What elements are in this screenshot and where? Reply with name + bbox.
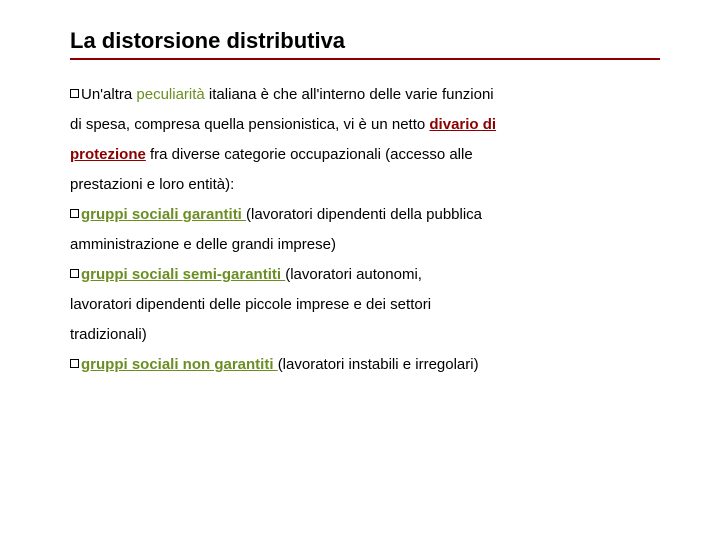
text-plain: amministrazione e delle grandi imprese) <box>70 236 336 253</box>
bullet-icon <box>70 209 79 218</box>
text-plain: Un'altra <box>81 86 136 103</box>
text-plain: tradizionali) <box>70 326 147 343</box>
text-plain: (lavoratori instabili e irregolari) <box>278 356 479 373</box>
text-red-underline: protezione <box>70 146 146 163</box>
slide-container: { "title": "La distorsione distributiva"… <box>0 0 720 540</box>
line-9: tradizionali) <box>70 320 660 350</box>
text-plain: fra diverse categorie occupazionali (acc… <box>146 146 473 163</box>
line-3: protezione fra diverse categorie occupaz… <box>70 140 660 170</box>
line-2: di spesa, compresa quella pensionistica,… <box>70 110 660 140</box>
line-1: Un'altra peculiarità italiana è che all'… <box>70 80 660 110</box>
line-10: gruppi sociali non garantiti (lavoratori… <box>70 350 660 380</box>
text-green-bold-underline: gruppi sociali non garantiti <box>81 356 278 373</box>
text-green: peculiarità <box>136 86 204 103</box>
text-plain: di spesa, compresa quella pensionistica,… <box>70 116 429 133</box>
bullet-icon <box>70 359 79 368</box>
text-green-bold-underline: gruppi sociali garantiti <box>81 206 246 223</box>
text-green-bold-underline: gruppi sociali semi-garantiti <box>81 266 285 283</box>
text-plain: (lavoratori dipendenti della pubblica <box>246 206 482 223</box>
line-8: lavoratori dipendenti delle piccole impr… <box>70 290 660 320</box>
line-4: prestazioni e loro entità): <box>70 170 660 200</box>
text-red-underline: divario di <box>429 116 496 133</box>
line-5: gruppi sociali garantiti (lavoratori dip… <box>70 200 660 230</box>
slide-body: Un'altra peculiarità italiana è che all'… <box>70 80 660 380</box>
bullet-icon <box>70 89 79 98</box>
text-plain: prestazioni e loro entità): <box>70 176 234 193</box>
text-plain: (lavoratori autonomi, <box>285 266 422 283</box>
line-7: gruppi sociali semi-garantiti (lavorator… <box>70 260 660 290</box>
line-6: amministrazione e delle grandi imprese) <box>70 230 660 260</box>
text-plain: lavoratori dipendenti delle piccole impr… <box>70 296 431 313</box>
bullet-icon <box>70 269 79 278</box>
text-plain: italiana è che all'interno delle varie f… <box>205 86 494 103</box>
slide-title: La distorsione distributiva <box>70 28 660 60</box>
